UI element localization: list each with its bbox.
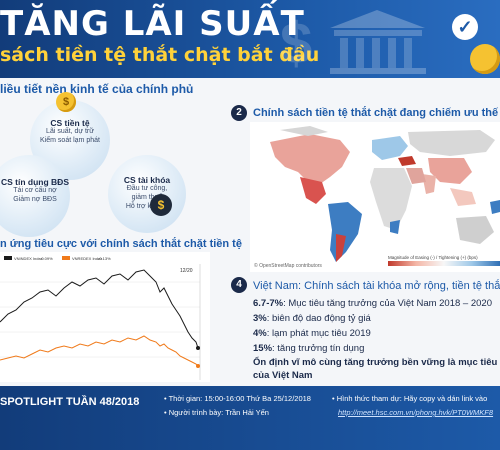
bubble-title: CS tiền tệ bbox=[50, 118, 90, 128]
legend2-value: -0.13% bbox=[98, 256, 111, 261]
region-argentina bbox=[336, 234, 346, 262]
vnindex-end-point bbox=[196, 346, 200, 350]
vnredex-line bbox=[0, 335, 199, 367]
spotlight-title: SPOTLIGHT TUẦN 48/2018 bbox=[0, 396, 140, 408]
bubble-title: CS tài khóa bbox=[123, 175, 171, 185]
bubble-desc: Kiểm soát lạm phát bbox=[40, 136, 100, 144]
region-australia bbox=[456, 216, 494, 244]
date-label: 12/20 bbox=[180, 268, 193, 274]
target-line-inflation: 4%: lạm phát mục tiêu 2019 bbox=[253, 328, 371, 339]
region-africa bbox=[370, 168, 412, 230]
vnredex-end-point bbox=[196, 364, 200, 368]
region-south-africa bbox=[390, 220, 400, 234]
target-value: 3% bbox=[253, 313, 267, 324]
conclusion-line2: của Việt Nam bbox=[253, 370, 313, 381]
check-icon: ✓ bbox=[452, 14, 478, 40]
chart-gridlines bbox=[0, 281, 200, 358]
legend1-swatch bbox=[4, 256, 12, 260]
index-chart-svg: VNINDEX Index -0.09% VNREDEX Index -0.13… bbox=[0, 252, 210, 382]
section4-number: 4 bbox=[231, 277, 247, 293]
world-map bbox=[250, 122, 500, 272]
region-china bbox=[428, 158, 472, 184]
money-bomb-icon: $ bbox=[150, 194, 172, 216]
region-greenland bbox=[280, 126, 328, 136]
map-color-scale bbox=[388, 261, 500, 266]
coin-stack-icon bbox=[470, 44, 500, 74]
event-presenter: • Người trình bày: Trần Hải Yến bbox=[164, 408, 269, 417]
region-india bbox=[422, 174, 436, 194]
target-line-fx: 3%: biên độ dao động tỷ giá bbox=[253, 313, 371, 324]
target-line-growth: 6.7-7%: Mục tiêu tăng trưởng của Việt Na… bbox=[253, 298, 492, 309]
federal-building-icon bbox=[330, 10, 426, 74]
region-turkey bbox=[398, 156, 416, 166]
header-banner: TĂNG LÃI SUẤT sách tiền tệ thắt chặt bắt… bbox=[0, 0, 500, 78]
main-title: TĂNG LÃI SUẤT bbox=[0, 4, 305, 44]
target-text: : Mục tiêu tăng trưởng của Việt Nam 2018… bbox=[283, 298, 492, 309]
region-southeast-asia bbox=[450, 188, 476, 206]
event-method: • Hình thức tham dự: Hãy copy và dán lin… bbox=[332, 394, 488, 403]
bubble-desc: Tái cơ cấu nợ bbox=[13, 187, 57, 194]
index-chart: VNINDEX Index -0.09% VNREDEX Index -0.13… bbox=[0, 252, 210, 382]
bubble-desc: Lãi suất, dự trữ bbox=[46, 128, 94, 135]
legend1-value: -0.09% bbox=[40, 256, 53, 261]
footer-banner: SPOTLIGHT TUẦN 48/2018 • Thời gian: 15:0… bbox=[0, 386, 500, 450]
event-time: • Thời gian: 15:00-16:00 Thứ Ba 25/12/20… bbox=[164, 394, 311, 403]
map-scale-label: Magnitude of Easing (-) / Tightening (+)… bbox=[388, 255, 478, 260]
meeting-link[interactable]: http://meet.hsc.com.vn/phong.hvk/PT0WMKF… bbox=[338, 408, 494, 417]
region-mexico bbox=[300, 177, 326, 204]
sub-title: sách tiền tệ thắt chặt bắt đầu bbox=[0, 44, 320, 66]
bubble-title: CS tín dụng BĐS bbox=[1, 177, 69, 187]
bubble-desc: Hỗ trợ kinh tế bbox=[125, 202, 169, 210]
target-value: 15% bbox=[253, 343, 273, 354]
bubble-fiscal-policy: CS tài khóa Đầu tư công, giảm thuế Hỗ tr… bbox=[108, 155, 186, 233]
target-line-credit: 15%: tăng trưởng tín dụng bbox=[253, 343, 364, 354]
coin-icon: $ bbox=[56, 92, 76, 112]
bubble-desc: Giảm nợ BĐS bbox=[13, 195, 57, 203]
target-value: 4% bbox=[253, 328, 267, 339]
region-pacific bbox=[490, 200, 500, 214]
dollar-icon: $ bbox=[280, 11, 313, 76]
vnindex-line bbox=[0, 269, 199, 349]
legend2-swatch bbox=[62, 256, 70, 260]
bubble-desc: giảm thuế bbox=[131, 193, 163, 201]
target-text: : biên độ dao động tỷ giá bbox=[266, 313, 371, 324]
section4-title: Việt Nam: Chính sách tài khóa mở rộng, t… bbox=[253, 280, 500, 292]
conclusion-line1: Ổn định vĩ mô cùng tăng trưởng bền vững … bbox=[253, 357, 498, 368]
section2-number: 2 bbox=[231, 105, 247, 121]
target-text: : lạm phát mục tiêu 2019 bbox=[266, 328, 371, 339]
bubble-desc: Đầu tư công, bbox=[126, 185, 168, 192]
region-middle-east bbox=[406, 168, 426, 184]
legend1-label: VNINDEX Index bbox=[14, 256, 43, 261]
target-text: : tăng trưởng tín dụng bbox=[272, 343, 365, 354]
region-russia bbox=[408, 130, 495, 156]
section2-title: Chính sách tiền tệ thắt chặt đang chiếm … bbox=[253, 107, 499, 119]
section3-title: n ứng tiêu cực với chính sách thắt chặt … bbox=[0, 238, 242, 250]
bubble-credit-policy: CS tín dụng BĐS Tái cơ cấu nợ Giảm nợ BĐ… bbox=[0, 155, 70, 237]
world-map-svg bbox=[250, 122, 500, 272]
section1-title: liều tiết nền kinh tế của chính phủ bbox=[0, 82, 194, 96]
legend2-label: VNREDEX Index bbox=[72, 256, 102, 261]
target-value: 6.7-7% bbox=[253, 298, 284, 309]
region-north-america bbox=[270, 134, 350, 184]
map-credit: © OpenStreetMap contributors bbox=[254, 263, 322, 269]
region-europe bbox=[372, 136, 408, 160]
